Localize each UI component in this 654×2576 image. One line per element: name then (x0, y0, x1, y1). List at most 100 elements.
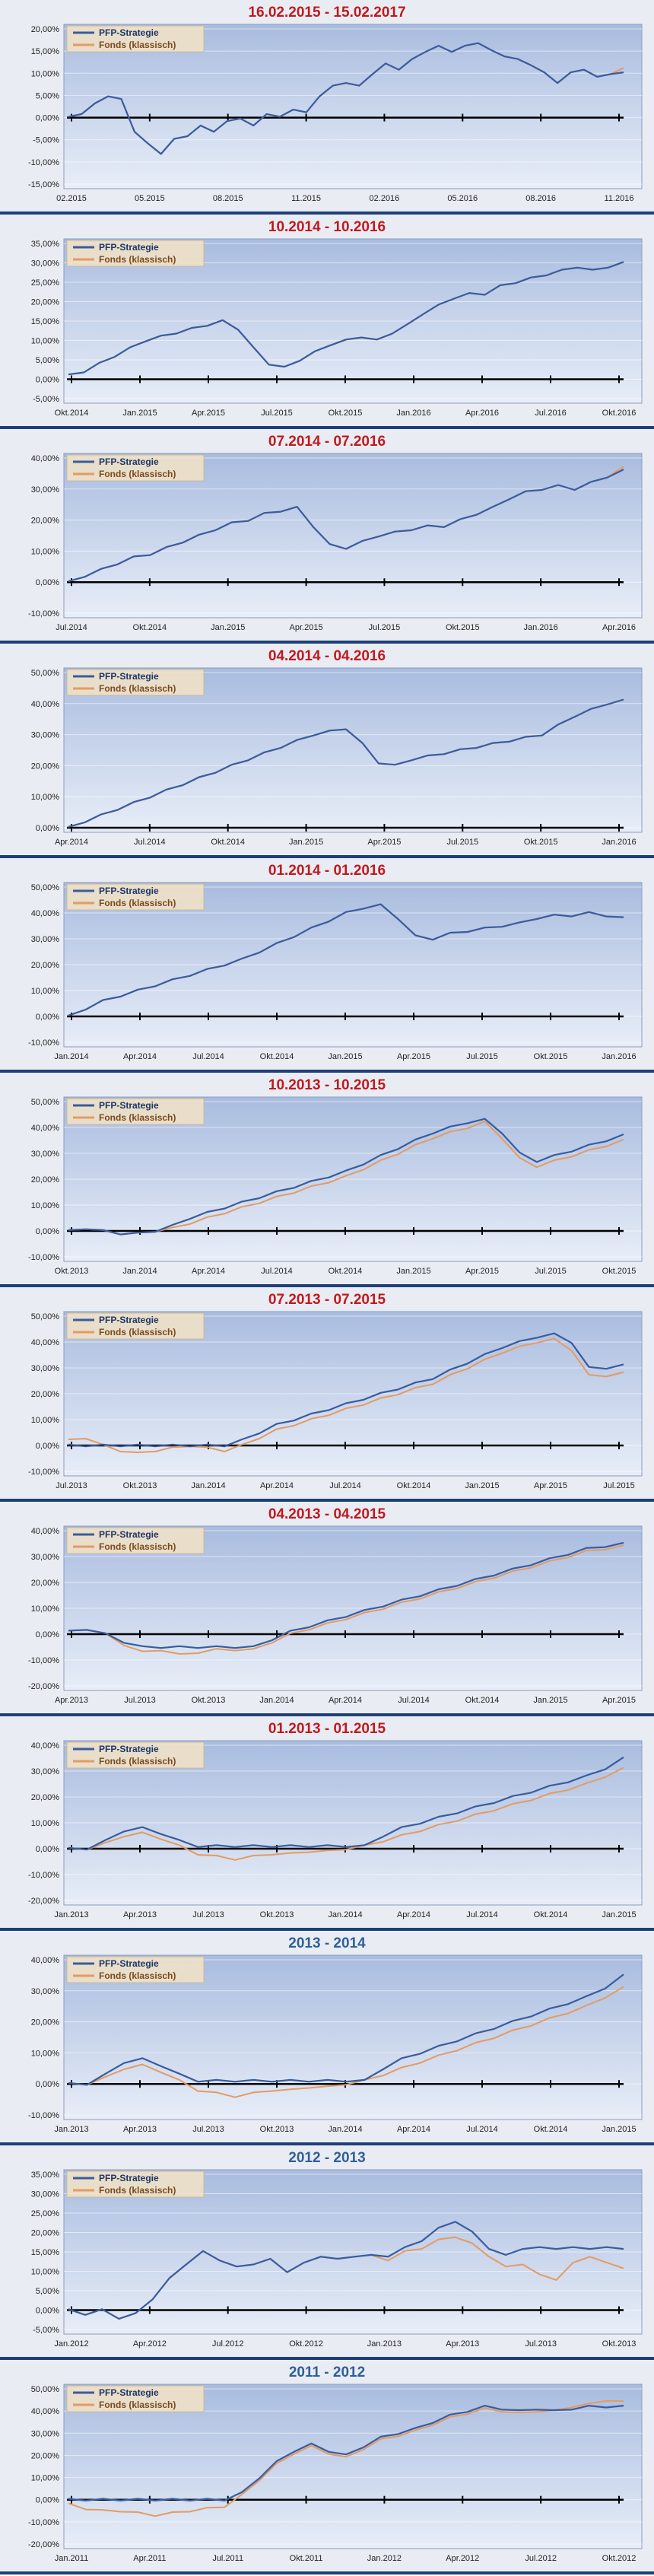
x-tick-label: Jul.2013 (192, 2125, 224, 2134)
x-tick-label: Apr.2015 (465, 1267, 499, 1276)
chart-title: 2012 - 2013 (288, 2150, 366, 2166)
y-tick-label: 10,00% (31, 2049, 60, 2058)
legend-label: PFP-Strategie (99, 1744, 159, 1754)
y-tick-label: 50,00% (31, 1098, 60, 1107)
y-tick-label: -5,00% (33, 2326, 59, 2335)
y-tick-label: 50,00% (31, 2385, 60, 2394)
x-tick-label: Apr.2014 (123, 1052, 157, 1061)
legend-label: Fonds (klassisch) (99, 2185, 176, 2196)
x-tick-label: Okt.2013 (260, 2125, 294, 2134)
x-tick-label: Apr.2014 (397, 2125, 430, 2134)
x-tick-label: Jul.2013 (56, 1481, 87, 1490)
chart-title: 04.2013 - 04.2015 (268, 1506, 386, 1522)
x-tick-label: Jul.2015 (446, 838, 478, 847)
y-tick-label: 15,00% (31, 317, 60, 326)
x-tick-label: Apr.2014 (329, 1696, 362, 1705)
x-tick-label: Jan.2012 (54, 2339, 88, 2349)
x-tick-label: Apr.2012 (446, 2554, 479, 2563)
x-tick-label: Jan.2013 (54, 2125, 88, 2134)
x-tick-label: Jul.2014 (56, 623, 87, 632)
line-chart: 40,00% 30,00% 20,00% 10,00% 0,00% -10,00% -20,… (28, 1740, 643, 1919)
x-tick-label: Apr.2015 (192, 409, 225, 418)
y-tick-label: -20,00% (28, 1897, 59, 1906)
y-tick-label: 20,00% (31, 2451, 60, 2460)
chart-panel: 07.2014 - 07.2016 40,00% 30,00% 20,00% 10,00… (0, 429, 654, 644)
pfp-strategie-line (68, 698, 624, 828)
y-tick-label: 30,00% (31, 259, 60, 269)
x-tick-label: Jan.2016 (602, 838, 636, 847)
pfp-strategie-line (68, 1541, 624, 1649)
chart-title: 10.2013 - 10.2015 (268, 1077, 386, 1093)
y-tick-label: 40,00% (31, 1124, 60, 1133)
x-tick-label: Okt.2015 (329, 409, 363, 418)
y-tick-label: 5,00% (36, 356, 59, 365)
x-tick-label: Apr.2014 (397, 1910, 430, 1919)
legend-box (66, 1312, 205, 1340)
x-tick-label: 02.2016 (370, 194, 400, 203)
x-tick-label: Jan.2011 (55, 2554, 88, 2563)
x-tick-label: Jan.2014 (259, 1696, 294, 1705)
y-tick-label: 25,00% (31, 2209, 60, 2218)
y-tick-label: -5,00% (33, 136, 59, 145)
pfp-strategie-line (68, 903, 624, 1016)
x-tick-label: Apr.2015 (290, 623, 323, 632)
x-tick-label: Okt.2013 (602, 2339, 637, 2349)
y-tick-label: 0,00% (36, 2307, 59, 2316)
x-tick-label: Jan.2013 (367, 2339, 402, 2349)
x-tick-label: 08.2015 (213, 194, 243, 203)
y-tick-label: 0,00% (36, 1630, 59, 1639)
y-tick-label: 50,00% (31, 669, 60, 678)
x-tick-label: Jul.2012 (212, 2339, 244, 2349)
legend-label: Fonds (klassisch) (99, 683, 176, 694)
x-tick-label: Jul.2016 (535, 409, 567, 418)
x-tick-label: Jan.2015 (465, 1481, 499, 1490)
x-tick-label: Jul.2014 (466, 2125, 498, 2134)
y-tick-label: 10,00% (31, 1201, 60, 1210)
chart-title: 07.2014 - 07.2016 (268, 434, 386, 450)
y-tick-label: -20,00% (28, 2540, 59, 2549)
fonds-klassisch-line (68, 1767, 624, 1861)
x-tick-label: Jul.2013 (124, 1696, 156, 1705)
x-tick-label: Okt.2015 (446, 623, 480, 632)
legend-label: PFP-Strategie (99, 456, 159, 467)
y-tick-label: 20,00% (31, 298, 60, 307)
pfp-strategie-line (68, 42, 624, 155)
legend-label: PFP-Strategie (99, 27, 159, 38)
y-tick-label: -10,00% (28, 1253, 59, 1262)
x-tick-label: Jul.2013 (525, 2339, 557, 2349)
chart-panel: 2013 - 2014 40,00% 30,00% 20,00% 10,00% 0,00%… (0, 1931, 654, 2145)
legend-label: Fonds (klassisch) (99, 2399, 176, 2410)
y-tick-label: 20,00% (31, 1390, 60, 1399)
y-tick-label: 40,00% (31, 1956, 60, 1965)
x-tick-label: Jan.2016 (524, 623, 558, 632)
legend-label: Fonds (klassisch) (99, 254, 176, 265)
chart-title: 04.2014 - 04.2016 (268, 648, 386, 664)
y-tick-label: 40,00% (31, 1741, 60, 1751)
y-tick-label: 10,00% (31, 1819, 60, 1828)
y-tick-label: 0,00% (36, 376, 59, 385)
x-tick-label: Okt.2014 (329, 1267, 363, 1276)
legend-label: PFP-Strategie (99, 1958, 159, 1969)
x-tick-label: Jan.2015 (533, 1696, 567, 1705)
y-tick-label: 40,00% (31, 2407, 60, 2416)
y-tick-label: 40,00% (31, 454, 60, 463)
y-tick-label: 20,00% (31, 1175, 60, 1185)
x-tick-label: Okt.2014 (55, 409, 89, 418)
x-tick-label: Apr.2014 (260, 1481, 294, 1490)
x-tick-label: Okt.2014 (133, 623, 167, 632)
x-tick-label: Okt.2014 (465, 1696, 500, 1705)
chart-panel: 10.2014 - 10.2016 35,00% 30,00% 25,00% 20,00… (0, 215, 654, 429)
y-tick-label: 30,00% (31, 2190, 60, 2199)
legend-label: Fonds (klassisch) (99, 1756, 176, 1767)
y-tick-label: 30,00% (31, 1553, 60, 1562)
legend-label: PFP-Strategie (99, 2387, 159, 2398)
x-tick-label: Okt.2015 (524, 838, 558, 847)
y-tick-label: 30,00% (31, 1364, 60, 1373)
x-tick-label: 05.2015 (135, 194, 165, 203)
pfp-strategie-line (68, 1332, 624, 1448)
